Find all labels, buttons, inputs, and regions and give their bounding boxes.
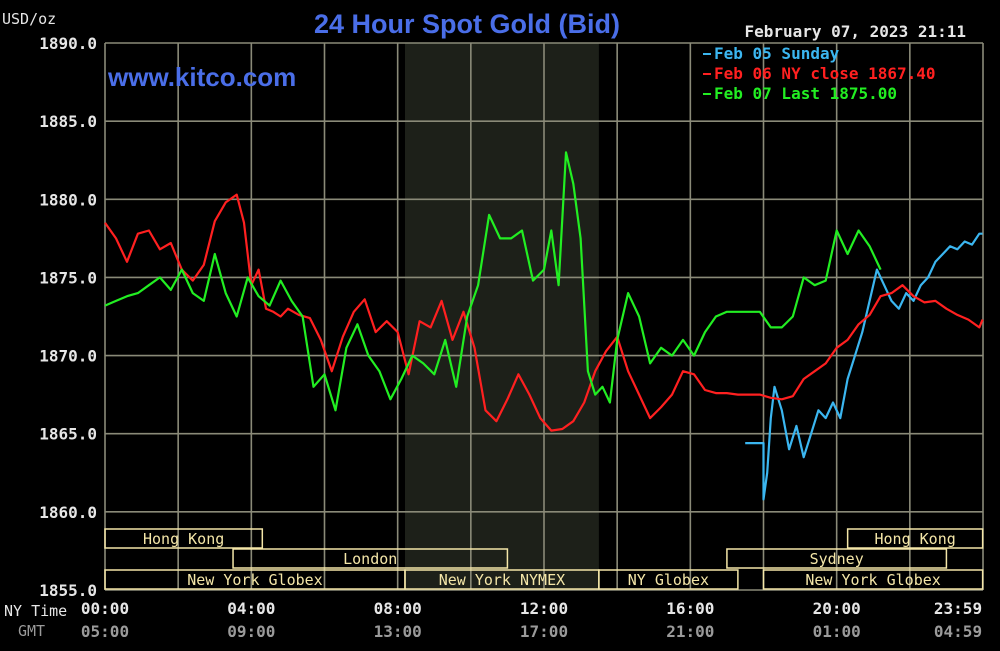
x-tick-ny: 16:00 <box>666 599 714 618</box>
market-session-bars: Hong Kong Hong Kong London Sydney New York G… <box>104 528 984 590</box>
session-label: London <box>343 550 397 568</box>
x-tick-ny: 23:59 <box>934 599 982 618</box>
legend: Feb 05 Sunday Feb 06 NY close 1867.40 Fe… <box>703 44 936 103</box>
chart-title: 24 Hour Spot Gold (Bid) <box>314 9 620 39</box>
y-tick-label: 1870.0 <box>39 347 97 366</box>
x-tick-gmt: 21:00 <box>666 622 714 641</box>
session-label: Hong Kong <box>874 530 955 548</box>
x-tick-gmt: 01:00 <box>813 622 861 641</box>
y-tick-label: 1860.0 <box>39 503 97 522</box>
legend-feb07: Feb 07 Last 1875.00 <box>714 84 897 103</box>
y-axis-labels: 1890.0 1885.0 1880.0 1875.0 1870.0 1865.0 1860… <box>39 34 97 600</box>
y-tick-label: 1875.0 <box>39 268 97 287</box>
legend-feb06: Feb 06 NY close 1867.40 <box>714 64 936 83</box>
y-tick-label: 1880.0 <box>39 190 97 209</box>
x-tick-gmt: 04:59 <box>934 622 982 641</box>
series-line-3 <box>104 151 882 412</box>
x-axis-labels: 00:00 04:00 08:00 12:00 16:00 20:00 23:59 05:00… <box>81 599 982 641</box>
series-line-2 <box>104 193 984 432</box>
nymex-session-shading <box>404 43 599 590</box>
price-series <box>104 151 984 501</box>
y-tick-label: 1885.0 <box>39 112 97 131</box>
session-label: New York NYMEX <box>439 571 565 589</box>
y-tick-label: 1855.0 <box>39 581 97 600</box>
x-tick-ny: 20:00 <box>813 599 861 618</box>
x-tick-gmt: 09:00 <box>227 622 275 641</box>
session-box <box>726 548 948 569</box>
legend-feb05: Feb 05 Sunday <box>714 44 840 63</box>
session-label: Hong Kong <box>143 530 224 548</box>
session-box <box>598 569 739 590</box>
gmt-row-label: GMT <box>18 622 45 640</box>
session-label: New York Globex <box>805 571 940 589</box>
series-line-1 <box>745 232 983 501</box>
session-box <box>846 528 984 549</box>
session-label: Sydney <box>810 550 864 568</box>
chart-grid <box>104 42 984 591</box>
y-tick-label: 1865.0 <box>39 425 97 444</box>
x-tick-ny: 04:00 <box>227 599 275 618</box>
x-tick-ny: 08:00 <box>374 599 422 618</box>
x-tick-ny: 00:00 <box>81 599 129 618</box>
x-tick-gmt: 17:00 <box>520 622 568 641</box>
y-tick-label: 1890.0 <box>39 34 97 53</box>
x-tick-ny: 12:00 <box>520 599 568 618</box>
x-tick-gmt: 05:00 <box>81 622 129 641</box>
y-axis-unit: USD/oz <box>2 10 56 28</box>
session-label: New York Globex <box>187 571 322 589</box>
session-box <box>104 528 264 549</box>
session-label: NY Globex <box>628 571 709 589</box>
session-box <box>762 569 984 590</box>
ny-time-row-label: NY Time <box>4 602 67 620</box>
shaded-region <box>404 43 599 590</box>
timestamp: February 07, 2023 21:11 <box>744 22 966 41</box>
session-box <box>232 548 509 569</box>
watermark: www.kitco.com <box>107 62 296 92</box>
x-tick-gmt: 13:00 <box>374 622 422 641</box>
